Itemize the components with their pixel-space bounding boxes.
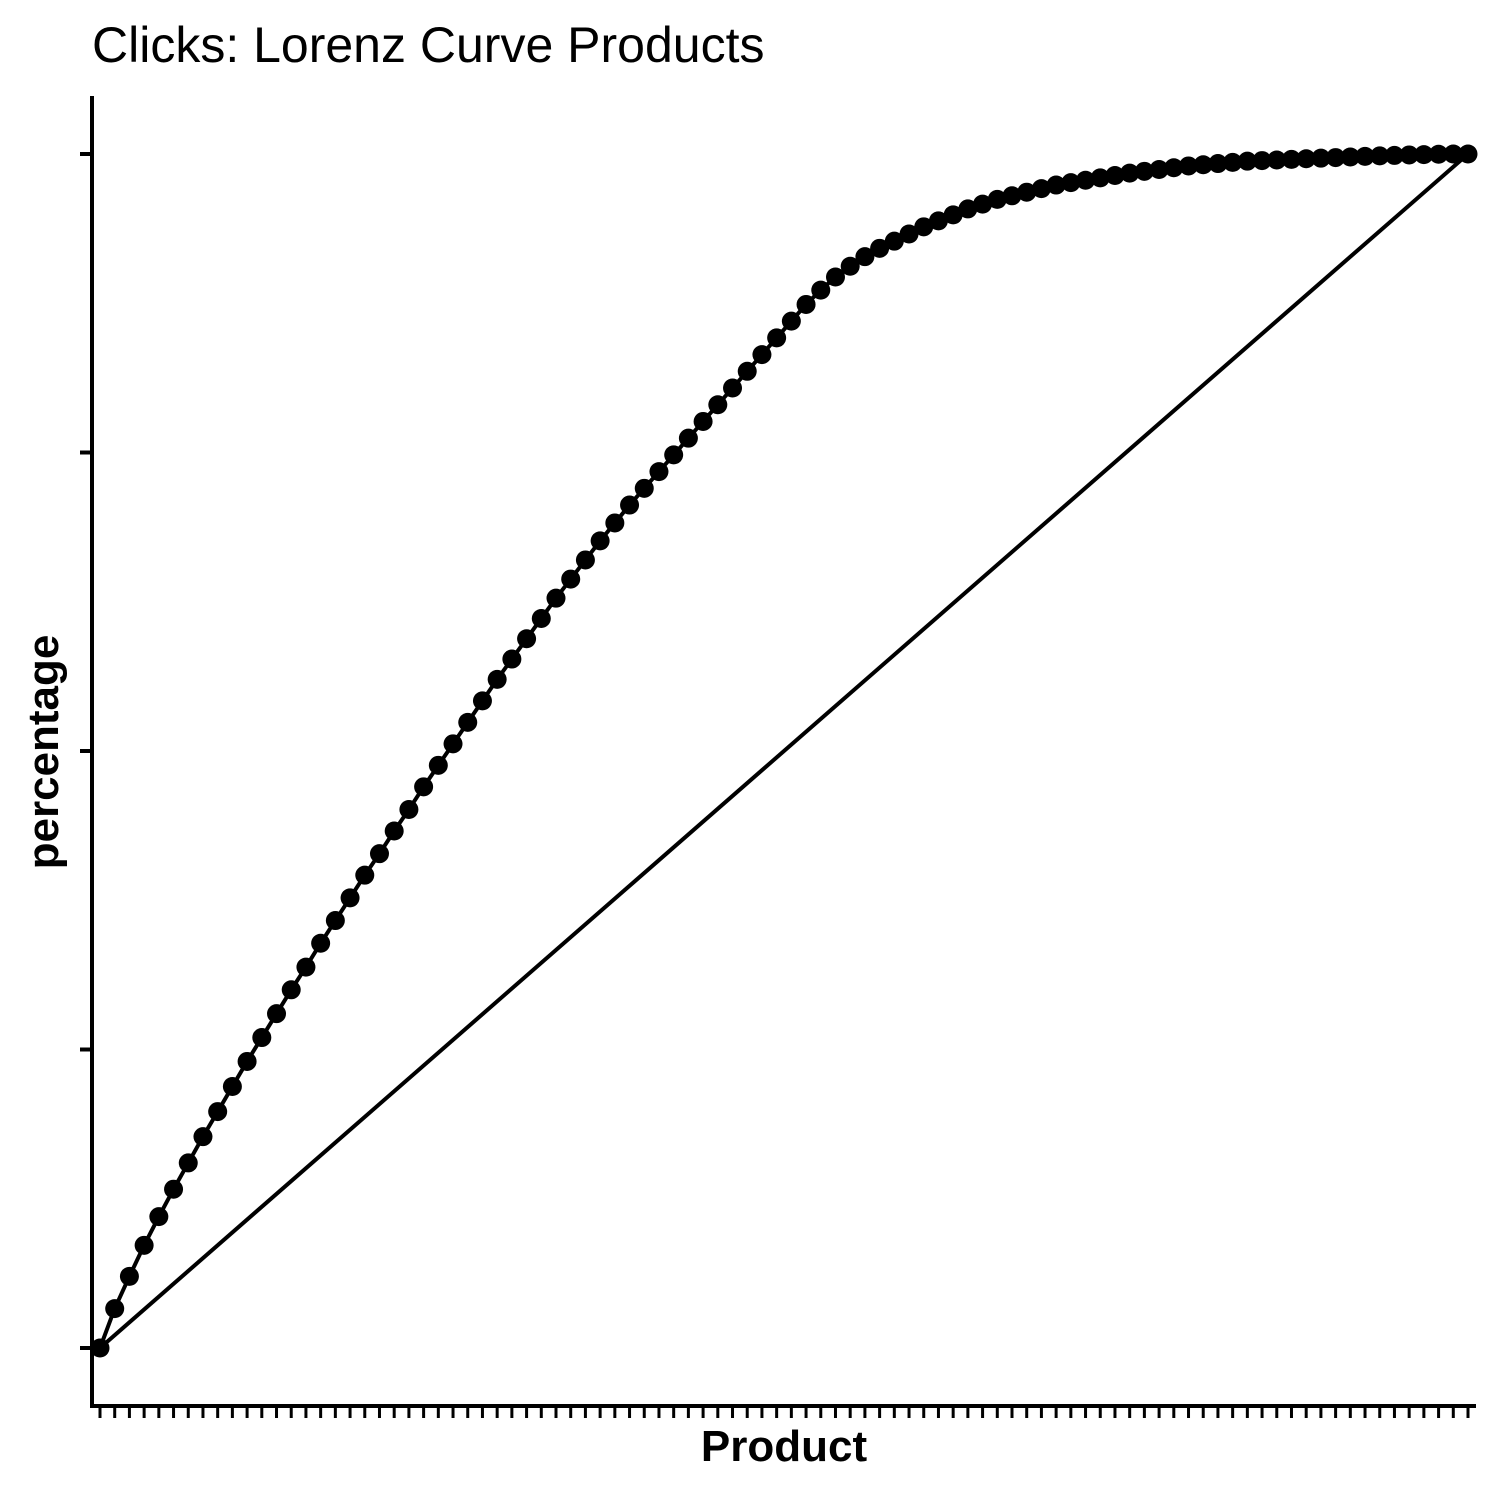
lorenz-point-84 — [1326, 148, 1346, 168]
lorenz-point-16 — [325, 911, 345, 931]
lorenz-point-55 — [899, 224, 919, 244]
lorenz-point-70 — [1120, 163, 1140, 183]
lorenz-point-92 — [1443, 144, 1463, 164]
x-axis-label: Product — [700, 1422, 868, 1471]
lorenz-point-93 — [1458, 144, 1478, 164]
lorenz-point-73 — [1164, 158, 1184, 178]
lorenz-point-32 — [561, 569, 581, 589]
lorenz-point-53 — [870, 238, 890, 258]
lorenz-point-37 — [634, 478, 654, 498]
lorenz-point-68 — [1090, 168, 1110, 188]
lorenz-point-66 — [1061, 173, 1081, 193]
lorenz-point-61 — [987, 189, 1007, 209]
lorenz-point-26 — [472, 691, 492, 711]
lorenz-point-83 — [1311, 148, 1331, 168]
lorenz-point-59 — [958, 199, 978, 219]
lorenz-point-72 — [1149, 160, 1169, 180]
lorenz-point-12 — [267, 1004, 287, 1024]
lorenz-point-63 — [1017, 182, 1037, 202]
lorenz-point-65 — [1046, 175, 1066, 195]
lorenz-point-56 — [914, 217, 934, 237]
lorenz-point-33 — [575, 550, 595, 570]
lorenz-point-44 — [737, 361, 757, 381]
lorenz-point-49 — [811, 280, 831, 300]
lorenz-point-34 — [590, 531, 610, 551]
lorenz-point-41 — [693, 411, 713, 431]
lorenz-point-7 — [193, 1127, 213, 1147]
lorenz-point-58 — [943, 205, 963, 225]
lorenz-point-13 — [281, 980, 301, 1000]
lorenz-point-5 — [164, 1179, 184, 1199]
lorenz-point-14 — [296, 957, 316, 977]
lorenz-point-24 — [443, 734, 463, 754]
lorenz-point-23 — [428, 755, 448, 775]
lorenz-point-91 — [1429, 144, 1449, 164]
lorenz-point-10 — [237, 1051, 257, 1071]
lorenz-point-46 — [767, 328, 787, 348]
lorenz-point-9 — [222, 1077, 242, 1097]
lorenz-point-79 — [1252, 151, 1272, 171]
lorenz-point-11 — [252, 1028, 272, 1048]
lorenz-point-1 — [105, 1299, 125, 1319]
lorenz-point-21 — [399, 800, 419, 820]
lorenz-point-31 — [546, 588, 566, 608]
lorenz-point-36 — [620, 495, 640, 515]
lorenz-point-22 — [414, 777, 434, 797]
lorenz-point-0 — [90, 1338, 110, 1358]
lorenz-point-69 — [1105, 165, 1125, 185]
lorenz-point-52 — [855, 247, 875, 267]
lorenz-point-54 — [884, 231, 904, 251]
lorenz-point-19 — [369, 844, 389, 864]
lorenz-point-87 — [1370, 146, 1390, 166]
lorenz-point-35 — [605, 513, 625, 533]
lorenz-point-15 — [311, 933, 331, 953]
lorenz-point-88 — [1384, 145, 1404, 165]
lorenz-point-89 — [1399, 145, 1419, 165]
lorenz-point-90 — [1414, 145, 1434, 165]
lorenz-point-27 — [487, 669, 507, 689]
lorenz-point-50 — [825, 267, 845, 287]
lorenz-point-45 — [752, 345, 772, 365]
lorenz-point-40 — [678, 428, 698, 448]
lorenz-point-47 — [781, 311, 801, 331]
lorenz-point-42 — [708, 395, 728, 415]
lorenz-point-28 — [502, 649, 522, 669]
lorenz-point-57 — [928, 211, 948, 231]
equality-line — [98, 152, 1470, 1350]
lorenz-point-8 — [208, 1102, 228, 1122]
lorenz-point-43 — [723, 378, 743, 398]
lorenz-point-67 — [1076, 170, 1096, 190]
lorenz-point-85 — [1340, 147, 1360, 167]
lorenz-point-71 — [1134, 161, 1154, 181]
lorenz-point-82 — [1296, 149, 1316, 169]
chart-title: Clicks: Lorenz Curve Products — [92, 17, 765, 73]
lorenz-point-29 — [517, 629, 537, 649]
lorenz-point-60 — [973, 194, 993, 214]
lorenz-point-75 — [1193, 155, 1213, 175]
lorenz-point-51 — [840, 256, 860, 276]
lorenz-point-4 — [149, 1207, 169, 1227]
lorenz-point-74 — [1179, 156, 1199, 176]
lorenz-point-86 — [1355, 146, 1375, 166]
lorenz-point-78 — [1237, 151, 1257, 171]
lorenz-point-76 — [1208, 154, 1228, 174]
lorenz-point-39 — [664, 445, 684, 465]
lorenz-point-30 — [531, 608, 551, 628]
lorenz-point-18 — [355, 865, 375, 885]
lorenz-point-25 — [458, 712, 478, 732]
lorenz-point-77 — [1223, 152, 1243, 172]
lorenz-point-6 — [178, 1153, 198, 1173]
lorenz-point-20 — [384, 821, 404, 841]
lorenz-point-2 — [119, 1266, 139, 1286]
lorenz-point-48 — [796, 294, 816, 314]
lorenz-point-64 — [1031, 179, 1051, 199]
lorenz-point-62 — [1002, 186, 1022, 206]
lorenz-point-17 — [340, 888, 360, 908]
lorenz-point-3 — [134, 1235, 154, 1255]
lorenz-point-81 — [1281, 149, 1301, 169]
lorenz-point-38 — [649, 462, 669, 482]
lorenz-point-80 — [1267, 150, 1287, 170]
